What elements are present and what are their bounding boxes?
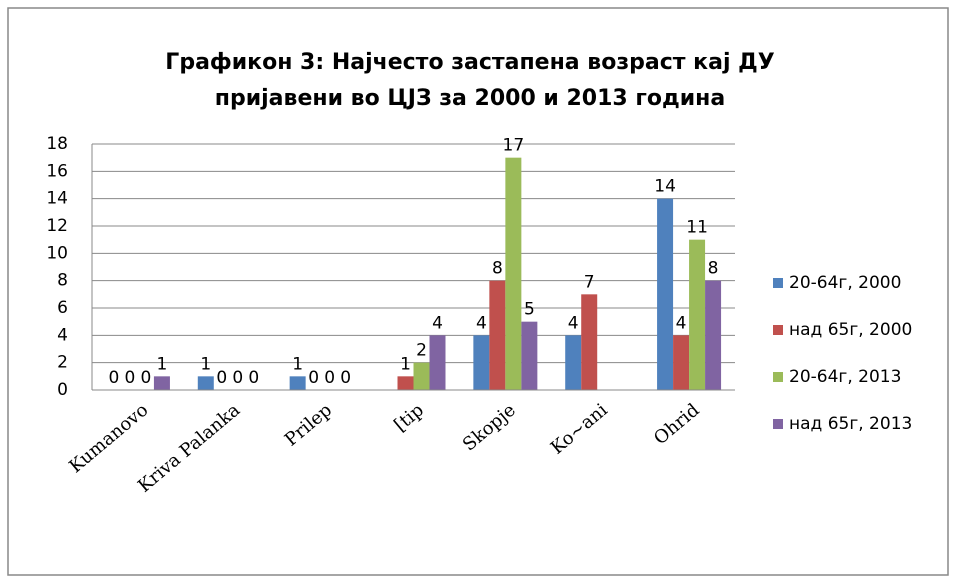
value-label: 0	[141, 368, 152, 388]
bar	[673, 335, 690, 390]
legend-swatch	[773, 419, 783, 429]
bar	[689, 239, 706, 390]
bar	[581, 294, 598, 390]
value-label: 14	[654, 177, 676, 197]
value-label: 4	[676, 313, 687, 333]
chart-title: пријавени во ЦЈЗ за 2000 и 2013 година	[215, 86, 725, 111]
bar	[565, 335, 582, 390]
bar	[429, 335, 446, 390]
y-tick-label: 4	[57, 325, 68, 345]
value-label: 5	[524, 300, 535, 320]
bar	[657, 198, 674, 390]
bar	[153, 376, 170, 390]
y-tick-label: 14	[46, 189, 68, 209]
value-label: 0	[324, 368, 335, 388]
value-label: 17	[503, 136, 525, 156]
legend-label: над 65г, 2000	[789, 320, 912, 340]
bar	[413, 362, 430, 390]
value-label: 4	[476, 313, 487, 333]
value-label: 4	[432, 313, 443, 333]
chart-frame	[7, 7, 949, 576]
y-tick-label: 6	[57, 298, 68, 318]
bar	[705, 280, 722, 390]
bar	[289, 376, 306, 390]
value-label: 0	[109, 368, 120, 388]
legend-label: над 65г, 2013	[789, 414, 912, 434]
value-label: 7	[584, 272, 595, 292]
value-label: 1	[200, 354, 211, 374]
value-label: 8	[708, 259, 719, 279]
value-label: 0	[308, 368, 319, 388]
y-tick-label: 16	[46, 161, 68, 181]
bar	[197, 376, 214, 390]
chart-title: Графикон 3: Најчесто застапена возраст к…	[165, 50, 774, 75]
value-label: 0	[248, 368, 259, 388]
value-label: 1	[400, 354, 411, 374]
legend-swatch	[773, 278, 783, 288]
value-label: 0	[232, 368, 243, 388]
value-label: 11	[686, 218, 708, 238]
bar	[521, 321, 538, 390]
value-label: 0	[125, 368, 136, 388]
value-label: 0	[216, 368, 227, 388]
value-label: 0	[340, 368, 351, 388]
value-label: 1	[157, 354, 168, 374]
y-tick-label: 12	[46, 216, 68, 236]
y-tick-label: 10	[46, 243, 68, 263]
legend-label: 20-64г, 2013	[789, 367, 901, 387]
value-label: 1	[292, 354, 303, 374]
value-label: 4	[568, 313, 579, 333]
y-tick-label: 8	[57, 271, 68, 291]
value-label: 8	[492, 259, 503, 279]
bar	[397, 376, 414, 390]
bar	[489, 280, 506, 390]
y-tick-label: 18	[46, 134, 68, 154]
y-tick-label: 2	[57, 353, 68, 373]
legend-label: 20-64г, 2000	[789, 273, 901, 293]
value-label: 2	[416, 341, 427, 361]
bar	[505, 157, 522, 390]
legend-swatch	[773, 372, 783, 382]
legend-swatch	[773, 325, 783, 335]
bar	[473, 335, 490, 390]
y-tick-label: 0	[57, 380, 68, 400]
